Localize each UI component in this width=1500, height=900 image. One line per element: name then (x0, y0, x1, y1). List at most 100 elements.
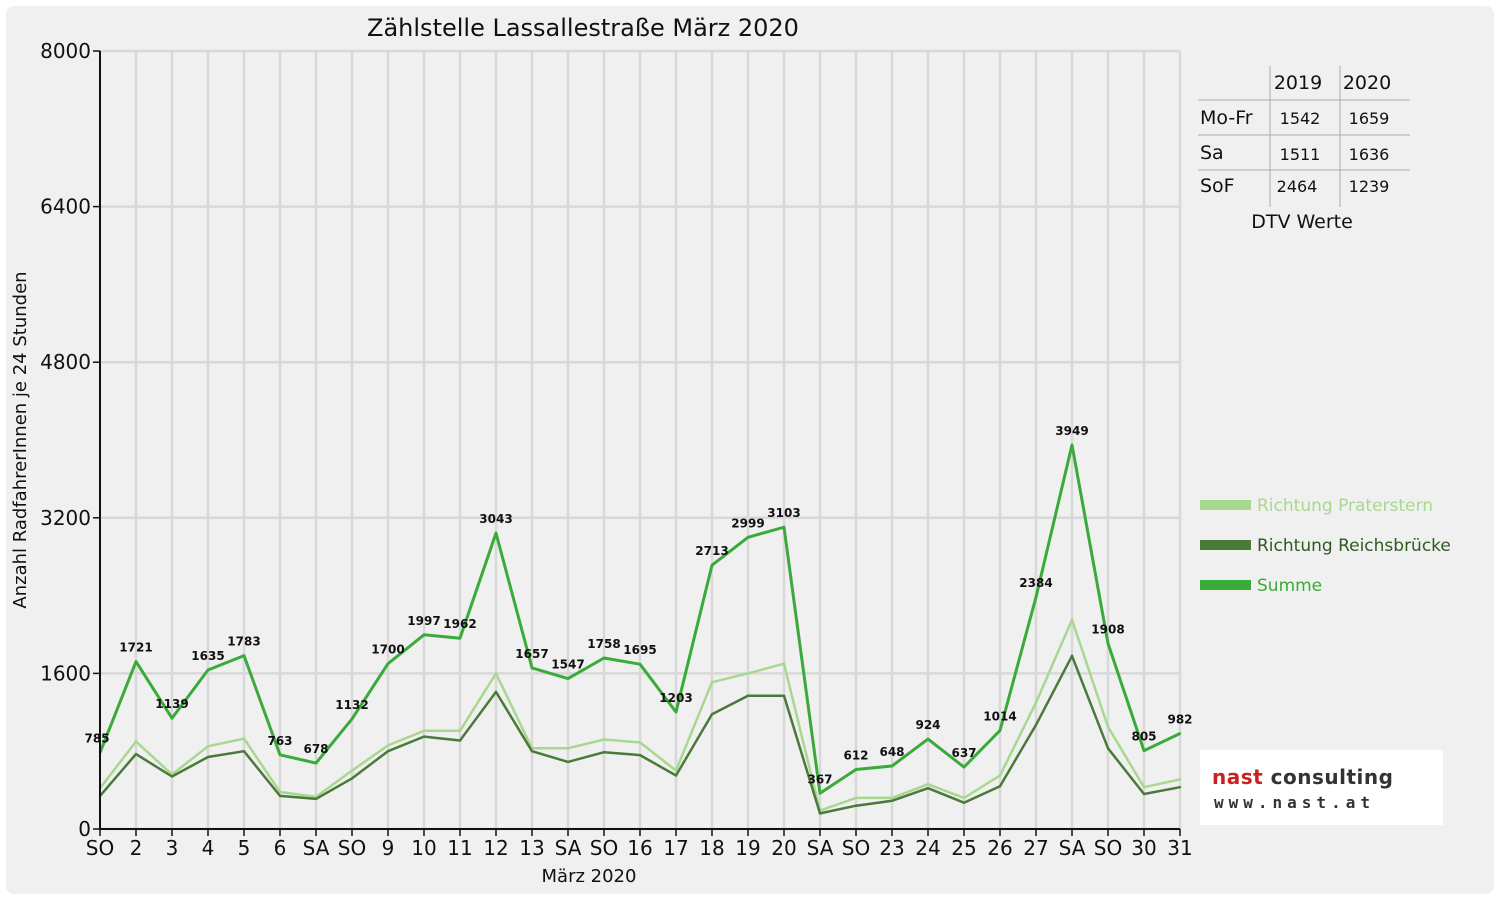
data-point (134, 740, 138, 743)
x-tick-label: 24 (915, 836, 940, 860)
data-point (350, 777, 354, 780)
data-point (422, 633, 426, 636)
data-point (1106, 747, 1110, 750)
logo-name-part2: consulting (1263, 765, 1394, 789)
x-tick-label: 18 (699, 836, 724, 860)
chart-title: Zählstelle Lassallestraße März 2020 (367, 14, 799, 42)
legend: Richtung Praterstern Richtung Reichsbrück… (1200, 496, 1451, 596)
dtv-sof-2020: 1239 (1349, 177, 1390, 196)
x-tick-label: 30 (1131, 836, 1156, 860)
data-point (926, 786, 930, 790)
logo-name-part1: nast (1212, 765, 1264, 789)
chart-frame (6, 6, 1494, 894)
x-tick-label: 12 (483, 836, 508, 860)
dtv-row-label-sa: Sa (1200, 142, 1224, 164)
data-point (386, 744, 390, 747)
data-label: 1783 (227, 635, 260, 649)
data-point (746, 536, 750, 539)
data-point (1142, 749, 1146, 752)
data-point (962, 765, 966, 769)
data-label: 612 (843, 748, 868, 762)
data-point (458, 636, 462, 640)
data-point (494, 531, 498, 535)
data-point (674, 774, 678, 777)
x-tick-label: 3 (166, 836, 179, 860)
grid (100, 49, 1182, 831)
x-tick-label: 23 (879, 836, 904, 860)
y-tick-label: 6400 (40, 195, 91, 219)
data-point (818, 792, 822, 795)
dtv-sa-2019: 1511 (1280, 145, 1321, 164)
data-point (890, 764, 894, 768)
data-label: 3043 (479, 512, 512, 526)
dtv-col-2019: 2019 (1274, 72, 1322, 94)
data-point (170, 775, 174, 778)
dtv-col-2020: 2020 (1343, 72, 1391, 94)
data-point (242, 750, 246, 753)
data-label: 1721 (119, 641, 152, 655)
x-tick-label: SO (1094, 836, 1122, 860)
data-label: 1014 (983, 709, 1016, 723)
series-lines (98, 443, 1182, 815)
x-tick-label: 26 (987, 836, 1012, 860)
data-point (566, 747, 570, 750)
data-label: 1695 (623, 643, 656, 657)
y-tick-label: 1600 (40, 661, 91, 685)
data-point (1034, 723, 1038, 727)
data-label: 1657 (515, 647, 548, 661)
data-label: 1962 (443, 617, 476, 631)
dtv-sa-2020: 1636 (1349, 145, 1390, 164)
data-label: 3949 (1055, 424, 1088, 438)
data-point (1178, 785, 1182, 789)
x-tick-label: 4 (202, 836, 215, 860)
data-point (350, 769, 354, 772)
data-point (602, 738, 606, 741)
data-point (710, 563, 714, 567)
dtv-mofr-2020: 1659 (1349, 109, 1390, 128)
data-label: 1908 (1091, 622, 1124, 636)
data-point (242, 737, 246, 740)
data-point (638, 753, 642, 757)
dtv-row-label-sof: SoF (1200, 175, 1235, 197)
data-point (818, 812, 822, 815)
data-point (242, 654, 246, 657)
dtv-table: 2019 2020 Mo-Fr 1542 1659 Sa 1511 1636 S… (1198, 66, 1410, 233)
data-point (1106, 725, 1110, 729)
data-label: 648 (879, 745, 904, 759)
x-tick-label: 19 (735, 836, 760, 860)
data-label: 1635 (191, 649, 224, 663)
data-point (206, 745, 210, 748)
data-point (134, 752, 138, 756)
data-label: 2384 (1019, 576, 1052, 590)
data-point (1106, 642, 1110, 645)
y-tick-label: 4800 (40, 350, 91, 374)
data-point (494, 672, 498, 675)
legend-entry: Richtung Reichsbrücke (1257, 536, 1451, 556)
data-point (422, 735, 426, 738)
data-point (746, 694, 750, 697)
x-tick-label: 5 (238, 836, 251, 860)
x-axis-label: März 2020 (542, 866, 637, 887)
data-point (566, 760, 570, 764)
data-point (1178, 732, 1182, 735)
x-tick-label: 31 (1167, 836, 1192, 860)
data-point (998, 729, 1002, 732)
data-point (1142, 785, 1146, 789)
data-point (602, 656, 606, 660)
data-point (458, 739, 462, 742)
x-tick-label: 10 (411, 836, 436, 860)
dtv-caption: DTV Werte (1251, 211, 1353, 233)
data-point (350, 717, 354, 721)
data-point (1142, 792, 1146, 796)
data-label: 1700 (371, 643, 404, 657)
data-point (746, 672, 750, 675)
data-point (278, 794, 282, 798)
data-point (890, 796, 894, 800)
data-label: 2713 (695, 544, 728, 558)
y-tick-label: 8000 (40, 39, 91, 63)
x-tick-label: 17 (663, 836, 688, 860)
data-point (638, 741, 642, 744)
data-label: 2999 (731, 516, 764, 530)
y-tick-label: 3200 (40, 506, 91, 530)
